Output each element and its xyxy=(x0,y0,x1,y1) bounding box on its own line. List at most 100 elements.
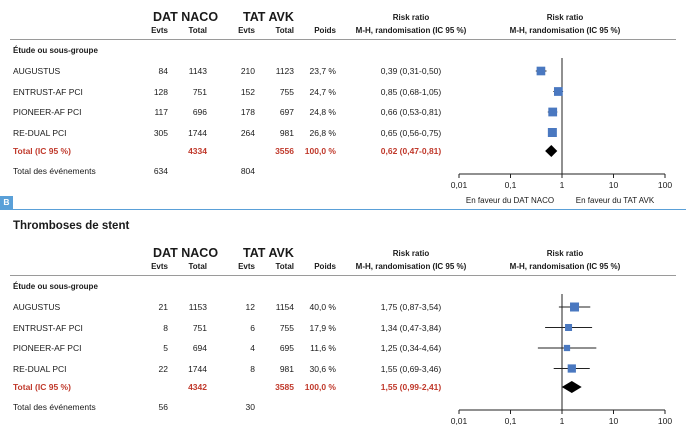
tat-events: 178 xyxy=(240,107,255,117)
tat-total: 1154 xyxy=(275,302,294,312)
poids-header: Poids xyxy=(314,262,336,271)
total-header: Total xyxy=(275,26,294,35)
point-estimate xyxy=(563,344,571,352)
risk-ratio-ci: 1,25 (0,34-4,64) xyxy=(380,343,442,353)
tat-events: 210 xyxy=(240,66,255,76)
point-estimate xyxy=(570,302,580,312)
header-rule xyxy=(10,39,676,40)
plot-method-header: M-H, randomisation (IC 95 %) xyxy=(509,26,621,35)
total-weight: 100,0 % xyxy=(304,146,336,156)
x-tick-label: 100 xyxy=(658,416,672,426)
point-estimate xyxy=(536,66,546,76)
total-diamond xyxy=(545,145,558,157)
tat-total: 1123 xyxy=(275,66,294,76)
favour-tat-label: En faveur du TAT AVK xyxy=(576,196,655,205)
tat-avk-header: TAT AVK xyxy=(243,10,294,24)
total-weight: 100,0 % xyxy=(304,382,336,392)
study-name: RE-DUAL PCI xyxy=(13,127,67,138)
tat-total: 981 xyxy=(279,127,294,138)
total-header: Total xyxy=(188,26,207,35)
risk-ratio-method-header: M-H, randomisation (IC 95 %) xyxy=(355,262,467,271)
risk-ratio-ci: 0,85 (0,68-1,05) xyxy=(380,86,442,97)
dat-events: 8 xyxy=(163,322,168,333)
plot-risk-ratio-header: Risk ratio xyxy=(546,13,584,22)
dat-grand-total: 4342 xyxy=(188,382,207,392)
study-name: AUGUSTUS xyxy=(13,66,61,76)
point-estimate xyxy=(567,364,576,373)
panel-b-badge: B xyxy=(0,196,13,209)
dat-events: 21 xyxy=(158,302,168,312)
tat-total: 697 xyxy=(279,107,294,117)
risk-ratio-ci: 0,39 (0,31-0,50) xyxy=(380,66,442,76)
total-label: Total (IC 95 %) xyxy=(13,146,71,156)
study-name: PIONEER-AF PCI xyxy=(13,107,82,117)
dat-events: 117 xyxy=(154,107,168,117)
x-tick-label: 0,01 xyxy=(451,180,468,190)
dat-naco-header: DAT NACO xyxy=(153,246,219,260)
weight: 24,7 % xyxy=(309,86,336,97)
weight: 17,9 % xyxy=(309,322,336,333)
tat-events: 6 xyxy=(250,322,255,333)
plot-method-header: M-H, randomisation (IC 95 %) xyxy=(509,262,621,271)
tat-grand-total: 3585 xyxy=(275,382,294,392)
subgroup-header: Étude ou sous-groupe xyxy=(13,46,98,55)
tat-events: 12 xyxy=(245,302,255,312)
total-risk-ratio: 0,62 (0,47-0,81) xyxy=(380,146,442,156)
weight: 24,8 % xyxy=(309,107,336,117)
dat-events: 128 xyxy=(153,86,168,97)
tat-total: 981 xyxy=(279,363,294,374)
total-header: Total xyxy=(188,262,207,271)
dat-events: 22 xyxy=(158,363,168,374)
risk-ratio-ci: 1,34 (0,47-3,84) xyxy=(380,322,442,333)
dat-total: 751 xyxy=(192,86,207,97)
dat-total: 1143 xyxy=(188,66,207,76)
tat-events: 4 xyxy=(250,343,255,353)
dat-events: 84 xyxy=(158,66,168,76)
risk-ratio-ci: 1,75 (0,87-3,54) xyxy=(380,302,442,312)
tat-events-total: 804 xyxy=(240,166,255,176)
events-label: Total des événements xyxy=(13,166,96,176)
study-name: AUGUSTUS xyxy=(13,302,61,312)
dat-total: 1744 xyxy=(188,127,207,138)
panel-b-divider xyxy=(0,209,686,210)
dat-total: 751 xyxy=(192,322,207,333)
tat-grand-total: 3556 xyxy=(275,146,294,156)
tat-avk-header: TAT AVK xyxy=(243,246,294,260)
weight: 40,0 % xyxy=(309,302,336,312)
point-estimate xyxy=(548,107,558,117)
tat-events: 8 xyxy=(250,363,255,374)
dat-events: 305 xyxy=(153,127,168,138)
risk-ratio-ci: 0,66 (0,53-0,81) xyxy=(380,107,442,117)
favour-dat-label: En faveur du DAT NACO xyxy=(466,196,554,205)
x-tick-label: 1 xyxy=(560,180,565,190)
panel-b-title: Thromboses de stent xyxy=(13,220,130,232)
evts-header: Evts xyxy=(151,262,168,271)
risk-ratio-method-header: M-H, randomisation (IC 95 %) xyxy=(355,26,467,35)
x-tick-label: 0,1 xyxy=(505,180,517,190)
risk-ratio-ci: 1,55 (0,69-3,46) xyxy=(380,363,442,374)
risk-ratio-header: Risk ratio xyxy=(392,249,430,258)
x-tick-label: 0,01 xyxy=(451,416,468,426)
dat-grand-total: 4334 xyxy=(188,146,207,156)
total-risk-ratio: 1,55 (0,99-2,41) xyxy=(380,382,442,392)
x-tick-label: 1 xyxy=(560,416,565,426)
total-label: Total (IC 95 %) xyxy=(13,382,71,392)
dat-events-total: 56 xyxy=(158,402,168,412)
tat-events: 264 xyxy=(240,127,255,138)
x-tick-label: 0,1 xyxy=(505,416,517,426)
weight: 11,6 % xyxy=(310,343,336,353)
study-name: ENTRUST-AF PCI xyxy=(13,322,83,333)
dat-total: 696 xyxy=(192,107,207,117)
dat-total: 694 xyxy=(192,343,207,353)
dat-total: 1153 xyxy=(188,302,207,312)
header-rule xyxy=(10,275,676,276)
total-header: Total xyxy=(275,262,294,271)
point-estimate xyxy=(565,323,573,332)
evts-header: Evts xyxy=(238,26,255,35)
evts-header: Evts xyxy=(151,26,168,35)
tat-events-total: 30 xyxy=(245,402,255,412)
tat-total: 755 xyxy=(279,322,294,333)
risk-ratio-ci: 0,65 (0,56-0,75) xyxy=(380,127,442,138)
